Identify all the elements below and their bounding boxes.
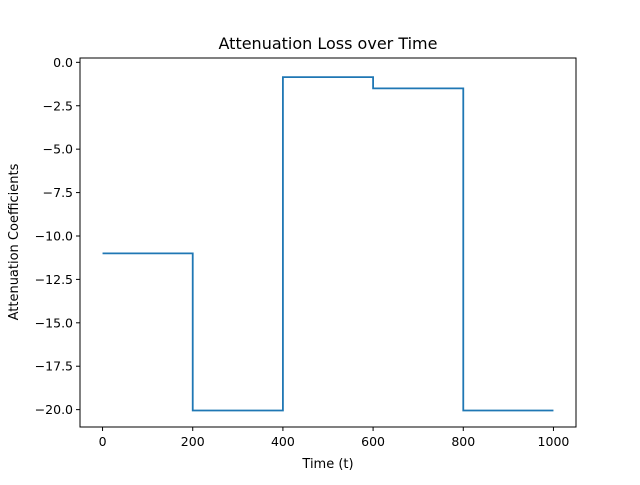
x-axis-label: Time (t) bbox=[301, 457, 353, 472]
y-axis: 0.0 −2.5 −5.0 −7.5 −10.0 −12.5 −15.0 −17.5 −20.0 bbox=[35, 55, 80, 417]
x-tick-label: 1000 bbox=[538, 434, 570, 449]
y-tick-label: −17.5 bbox=[35, 359, 73, 374]
y-tick-label: −2.5 bbox=[43, 98, 73, 113]
plot-area bbox=[79, 57, 577, 428]
y-axis-label: Attenuation Coefficients bbox=[7, 163, 22, 320]
y-tick-label: −10.0 bbox=[35, 228, 73, 243]
x-tick-label: 0 bbox=[99, 434, 107, 449]
y-tick-label: −5.0 bbox=[43, 142, 73, 157]
y-tick-label: −7.5 bbox=[43, 185, 73, 200]
chart-title: Attenuation Loss over Time bbox=[219, 34, 438, 53]
series-layer bbox=[102, 76, 554, 412]
x-tick-label: 800 bbox=[451, 434, 475, 449]
y-tick-label: −15.0 bbox=[35, 315, 73, 330]
y-tick-label: −12.5 bbox=[35, 272, 73, 287]
plot-frame bbox=[79, 57, 577, 428]
x-tick-label: 600 bbox=[361, 434, 385, 449]
x-tick-label: 400 bbox=[271, 434, 295, 449]
y-tick-label: −20.0 bbox=[35, 402, 73, 417]
y-tick-label: 0.0 bbox=[53, 55, 73, 70]
x-tick-label: 200 bbox=[181, 434, 205, 449]
x-axis: 0 200 400 600 800 1000 bbox=[99, 427, 570, 449]
series-line-0 bbox=[102, 76, 554, 412]
